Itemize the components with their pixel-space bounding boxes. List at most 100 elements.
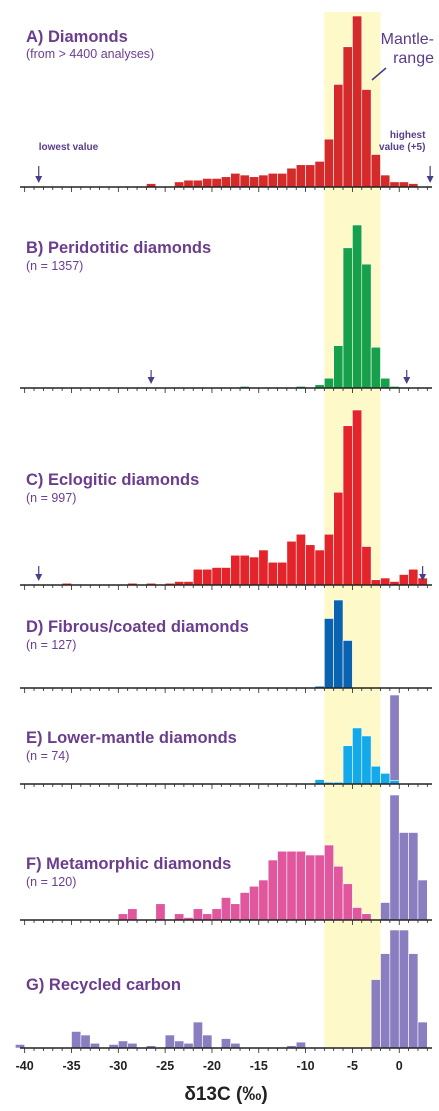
bar-a-bin-11 (267, 173, 278, 188)
bar-f-bin-1 (127, 908, 138, 921)
bar-g-bin-18 (380, 953, 391, 1049)
bar-e-bin-3 (342, 745, 353, 785)
bar-g-bin-12 (202, 1034, 213, 1049)
bar-g-bin-20 (398, 929, 409, 1049)
bar-a-bin-22 (370, 154, 381, 188)
x-tick-label-2: -30 (109, 1059, 127, 1073)
bar-f-bin-3 (174, 913, 185, 921)
panel-title-d: D) Fibrous/coated diamonds (26, 618, 249, 636)
bar-b-bin-5 (342, 247, 353, 389)
bar-f-bin-16 (295, 850, 306, 921)
bar-g-bin-19 (389, 929, 400, 1049)
bar-g-bin-5 (118, 1040, 128, 1049)
bar-d-bin-1 (324, 618, 334, 689)
bar-g-bin-8 (164, 1034, 175, 1049)
bar-a-bin-3 (192, 179, 203, 188)
bar-a-bin-5 (211, 178, 222, 188)
bar-a-bin-7 (230, 173, 241, 188)
annotation-arrow-a-1-head (426, 176, 434, 183)
bar-a-bin-16 (314, 161, 325, 188)
bar-f-bin-10 (239, 892, 250, 921)
bar-f-bin-13 (267, 859, 278, 921)
x-tick-label-0: -40 (16, 1059, 34, 1073)
panel-subtitle-a: (from > 4400 analyses) (26, 47, 154, 61)
panel-subtitle-b: (n = 1357) (26, 259, 83, 273)
bar-a-bin-10 (258, 174, 269, 188)
bar-c-bin-8 (211, 567, 222, 586)
annotation-label-a-1-b: value (+5) (379, 142, 425, 153)
bar-c-bin-17 (295, 533, 306, 586)
bar-a-bin-15 (305, 164, 316, 188)
bar-c-bin-22 (342, 425, 353, 586)
bar-f-bin-7 (211, 908, 222, 921)
bar-b-bin-4 (333, 345, 344, 389)
annotation-arrow-b-1-head (403, 377, 411, 384)
bar-c-bin-29 (408, 568, 419, 586)
x-tick-label-1: -35 (62, 1059, 80, 1073)
bar-f-bin-15 (286, 850, 297, 921)
bar-g-bin-13 (221, 1038, 231, 1049)
bar-c-bin-21 (333, 491, 344, 586)
annotation-arrow-b-0-head (147, 377, 155, 384)
bar-g-bin-1 (71, 1031, 82, 1049)
bar-f-overlay-4 (417, 879, 428, 921)
bar-a-bin-14 (295, 164, 306, 188)
bar-a-bin-12 (277, 173, 288, 188)
panel-title-b: B) Peridotitic diamonds (26, 239, 211, 257)
bar-f-bin-19 (324, 844, 334, 921)
panel-subtitle-e: (n = 74) (26, 749, 69, 763)
bar-a-bin-2 (183, 179, 194, 188)
bar-d-bin-2 (333, 599, 344, 689)
bar-b-bin-6 (352, 224, 363, 389)
bar-f-bin-22 (352, 907, 363, 921)
bar-f-bin-21 (342, 883, 353, 921)
bar-d-bin-3 (342, 640, 353, 689)
bar-a-bin-6 (221, 176, 231, 188)
bar-g-bin-22 (417, 1021, 428, 1049)
x-tick-label-3: -25 (156, 1059, 174, 1073)
panel-title-e: E) Lower-mantle diamonds (26, 729, 237, 747)
x-tick-label-5: -15 (250, 1059, 268, 1073)
annotation-arrow-a-0-head (35, 176, 43, 183)
bar-c-bin-13 (258, 549, 269, 586)
bar-c-bin-6 (192, 568, 203, 586)
bar-c-bin-9 (221, 567, 231, 586)
panel-title-g: G) Recycled carbon (26, 976, 181, 994)
bar-c-bin-23 (352, 409, 363, 586)
bar-f-bin-11 (249, 885, 260, 921)
bar-f-bin-5 (192, 908, 203, 921)
bar-a-bin-4 (202, 178, 213, 188)
bar-c-bin-28 (398, 574, 409, 586)
bar-f-overlay-0 (380, 902, 391, 921)
bar-c-bin-15 (277, 561, 288, 586)
bar-f-bin-9 (230, 903, 241, 921)
bar-f-overlay-3 (408, 832, 419, 921)
bar-f-bin-0 (118, 913, 128, 921)
annotation-label-a-0: lowest value (39, 142, 99, 153)
bar-b-bin-8 (370, 346, 381, 389)
bar-f-bin-18 (314, 854, 325, 921)
mantle-range-leader (371, 67, 387, 81)
bar-c-bin-20 (324, 533, 334, 586)
bar-c-bin-11 (239, 554, 250, 586)
bar-f-bin-12 (258, 879, 269, 921)
bar-e-bin-4 (352, 727, 363, 785)
bar-a-bin-23 (380, 174, 391, 188)
panel-title-f: F) Metamorphic diamonds (26, 855, 231, 873)
bar-c-bin-16 (286, 540, 297, 586)
bar-f-bin-23 (361, 913, 372, 921)
bar-a-bin-8 (239, 174, 250, 188)
bar-f-overlay-2 (398, 832, 409, 921)
bar-g-bin-11 (192, 1021, 203, 1049)
bar-a-bin-9 (249, 176, 260, 188)
bar-g-bin-2 (80, 1034, 91, 1049)
bar-c-bin-24 (361, 546, 372, 586)
x-tick-label-7: -5 (347, 1059, 358, 1073)
bar-f-bin-8 (221, 897, 231, 921)
x-tick-label-6: -10 (297, 1059, 315, 1073)
annotation-label-a-1: highest (390, 130, 426, 141)
x-tick-label-4: -20 (203, 1059, 221, 1073)
bar-f-bin-2 (155, 903, 166, 921)
x-axis-label: δ13C (‰) (184, 1084, 267, 1105)
